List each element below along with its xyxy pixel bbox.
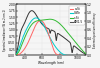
X-axis label: Wavelength (nm): Wavelength (nm) [38,61,64,65]
Y-axis label: External quantum efficiency: External quantum efficiency [93,12,97,48]
Y-axis label: Spectral irradiance (W m-2 nm-1): Spectral irradiance (W m-2 nm-1) [3,9,7,51]
Legend: a-Si, CdTe, c-Si, AM1.5: a-Si, CdTe, c-Si, AM1.5 [69,6,85,25]
